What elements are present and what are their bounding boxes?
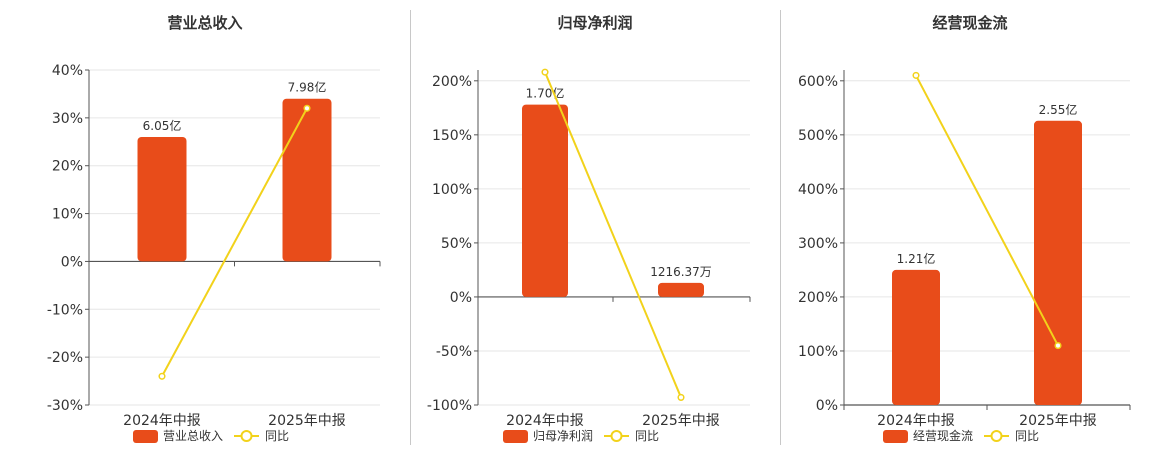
x-category-label: 2025年中报	[642, 413, 720, 429]
bar-value-label: 1.70亿	[526, 86, 565, 101]
chart-title: 营业总收入	[167, 14, 243, 32]
chart-svg-net-profit: 200% 150% 100% 50% 0% -50% -100% 1.70亿 1216.37万 2…	[427, 68, 751, 443]
chart-svg-cash-flow: 600% 500% 400% 300% 200% 100% 0% 1.21亿 2.55亿 2024…	[798, 70, 1131, 443]
legend-line-marker	[990, 430, 1003, 442]
x-category-label: 2025年中报	[1019, 413, 1097, 429]
y-tick-label: -10%	[47, 302, 83, 318]
bar-value-label: 2.55亿	[1039, 102, 1078, 117]
panel-divider	[780, 10, 781, 445]
chart-title: 经营现金流	[932, 14, 1008, 32]
y-tick-label: 40%	[52, 63, 83, 79]
bar-value-label: 6.05亿	[143, 118, 182, 133]
y-tick-label: 400%	[798, 182, 838, 198]
yoy-line	[544, 71, 682, 398]
y-tick-label: 200%	[798, 290, 838, 306]
x-category-label: 2025年中报	[268, 413, 346, 429]
legend-bar-label: 营业总收入	[163, 429, 223, 443]
y-tick-label: 200%	[432, 74, 472, 90]
y-tick-label: 150%	[432, 128, 472, 144]
chart-svg-revenue: 40% 30% 20% 10% 0% -10% -20% -30% 6.05亿 7.98亿 2024…	[47, 63, 381, 443]
legend-bar-swatch	[133, 430, 158, 443]
y-tick-label: 0%	[450, 290, 472, 306]
chart-title: 归母净利润	[557, 14, 633, 32]
y-tick-label: 300%	[798, 236, 838, 252]
y-tick-label: 10%	[52, 207, 83, 223]
legend-bar-label: 经营现金流	[913, 428, 973, 443]
y-tick-label: -50%	[436, 344, 472, 360]
y-tick-label: 600%	[798, 74, 838, 90]
y-tick-label: 0%	[816, 398, 838, 414]
legend-line-label: 同比	[1015, 429, 1039, 443]
legend-bar-swatch	[883, 430, 908, 443]
chart-panel-revenue: 营业总收入 40% 30% 20% 10% 0% -10% -20% -30% 6.05亿 7.9…	[0, 0, 410, 450]
chart-panel-net-profit: 归母净利润 200% 150% 100% 50% 0% -50% -100% 1.70亿 121…	[410, 0, 780, 450]
y-tick-label: 30%	[52, 111, 83, 127]
legend-line-marker	[240, 430, 253, 442]
bar-value-label: 1.21亿	[897, 251, 936, 266]
bar	[892, 269, 940, 405]
legend-bar-swatch	[503, 430, 528, 443]
y-tick-label: 50%	[441, 236, 472, 252]
y-tick-label: 100%	[432, 182, 472, 198]
yoy-point	[303, 104, 311, 112]
legend-line-label: 同比	[635, 429, 659, 443]
x-category-label: 2024年中报	[123, 413, 201, 429]
bar	[658, 282, 704, 297]
legend-line-label: 同比	[265, 429, 289, 443]
bar	[1034, 120, 1082, 406]
panel-divider	[410, 10, 411, 445]
bar-value-label: 7.98亿	[288, 80, 327, 95]
yoy-point	[541, 68, 549, 76]
legend-line-marker	[610, 430, 623, 442]
x-category-label: 2024年中报	[877, 413, 955, 429]
yoy-point	[677, 393, 685, 401]
y-tick-label: 20%	[52, 159, 83, 175]
yoy-point	[158, 372, 166, 380]
bar	[282, 98, 332, 262]
bar	[522, 104, 568, 297]
yoy-point	[912, 71, 920, 79]
bar	[137, 137, 187, 262]
y-tick-label: -20%	[47, 350, 83, 366]
yoy-line	[161, 107, 308, 377]
yoy-point	[1054, 342, 1062, 350]
x-category-label: 2024年中报	[506, 413, 584, 429]
legend-bar-label: 归母净利润	[533, 429, 593, 443]
chart-panel-cash-flow: 经营现金流 600% 500% 400% 300% 200% 100% 0% 1.21亿 2.5…	[780, 0, 1160, 450]
y-tick-label: -30%	[47, 398, 83, 414]
y-tick-label: 100%	[798, 344, 838, 360]
y-tick-label: 0%	[61, 254, 83, 270]
bar-value-label: 1216.37万	[650, 265, 712, 279]
yoy-line	[915, 74, 1059, 347]
y-tick-label: -100%	[427, 398, 472, 414]
y-tick-label: 500%	[798, 128, 838, 144]
